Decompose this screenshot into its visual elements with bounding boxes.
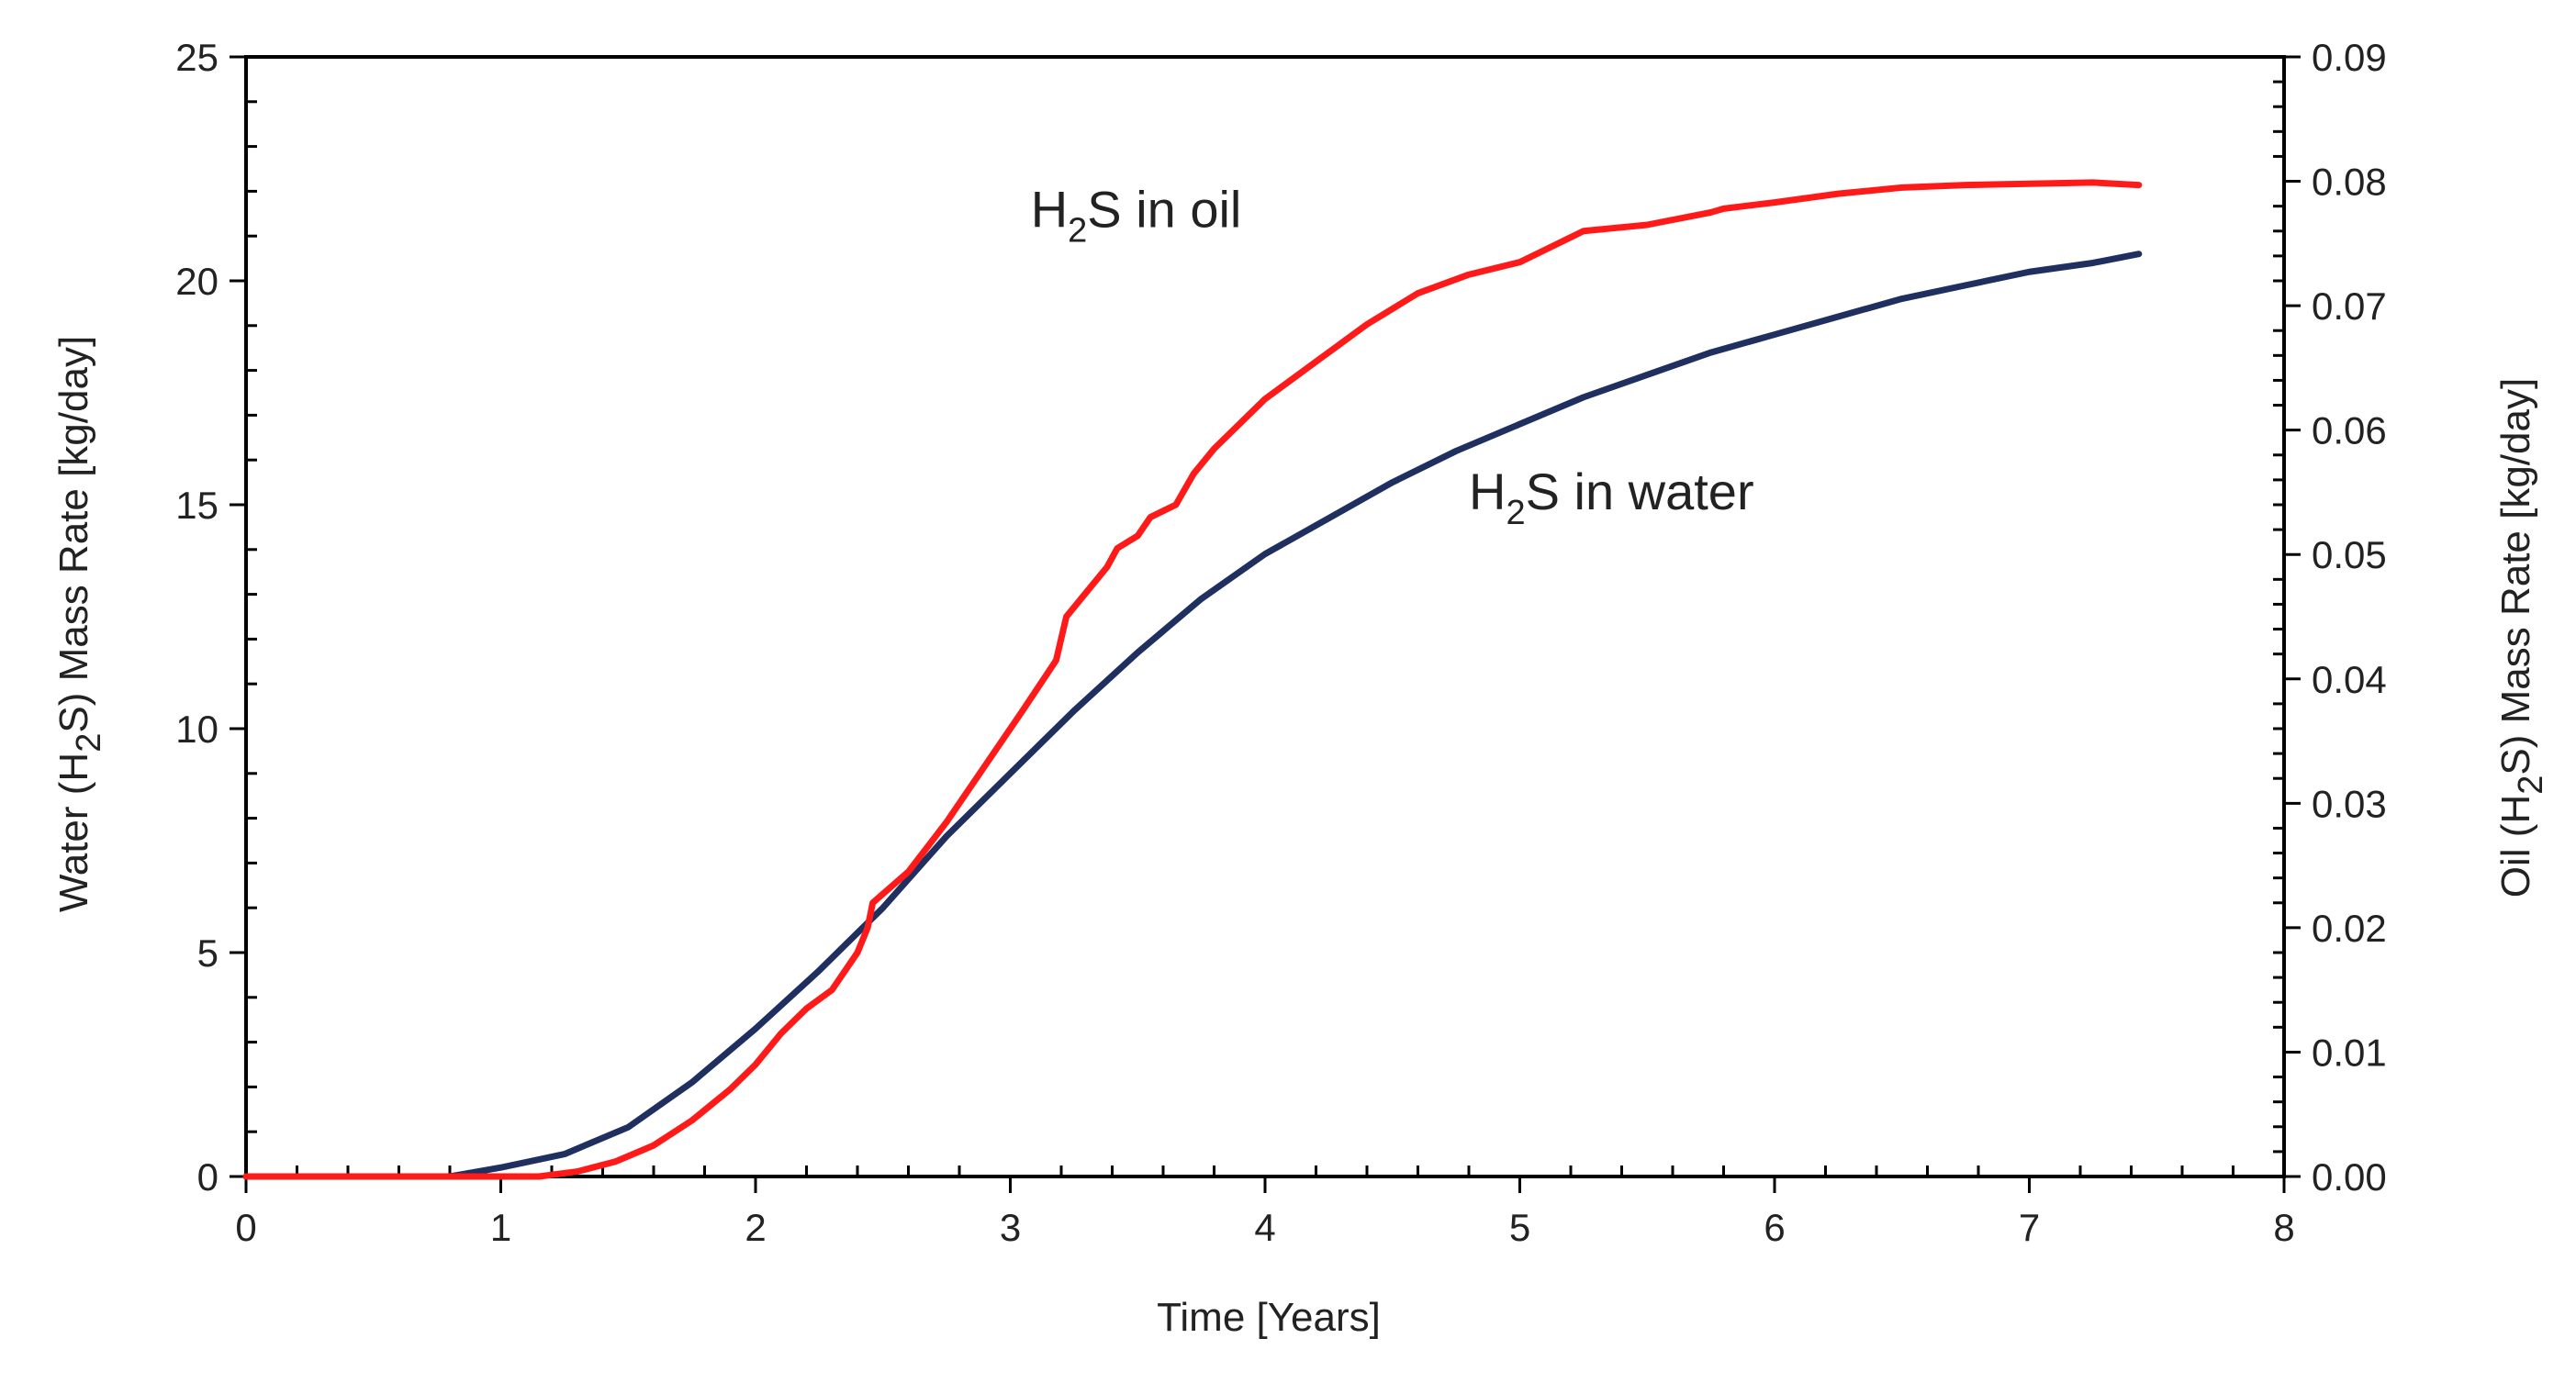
annotation-water-pre: H (1469, 463, 1506, 520)
x-tick-label: 5 (1509, 1206, 1530, 1249)
y-tick-label: 15 (175, 484, 218, 527)
x-tick-label: 4 (1254, 1206, 1275, 1249)
y2-tick-label: 0.01 (2312, 1031, 2387, 1074)
y-tick-label: 0 (197, 1155, 218, 1199)
annotation-h2s-in-water: H2S in water (1469, 463, 1754, 532)
y-axis-title-post: S) Mass Rate [kg/day] (51, 336, 96, 733)
y-axis-title-pre: Water (H (51, 753, 96, 912)
y2-axis-title-sub: 2 (2512, 775, 2550, 795)
y2-tick-label: 0.00 (2312, 1155, 2387, 1199)
annotation-oil-post: S in oil (1087, 180, 1241, 238)
y2-tick-label: 0.02 (2312, 907, 2387, 950)
axes-frame (244, 55, 2286, 1178)
y2-axis-ticks: 0.00 0.01 0.02 0.03 0.04 0.05 0.06 0.07 0.08 0.09 (2273, 36, 2387, 1199)
y-axis-ticks: 0 5 10 15 20 25 (175, 36, 257, 1199)
annotation-h2s-in-oil: H2S in oil (1031, 180, 1242, 250)
x-tick-label: 6 (1764, 1206, 1785, 1249)
y2-axis-title: Oil (H2S) Mass Rate [kg/day] (2493, 378, 2550, 898)
series-layer (242, 179, 2143, 1180)
y2-tick-label: 0.09 (2312, 36, 2387, 79)
y2-axis-title-post: S) Mass Rate [kg/day] (2493, 378, 2538, 775)
x-tick-label: 1 (490, 1206, 511, 1249)
y-tick-label: 5 (197, 931, 218, 975)
series-line-h2s-in-water (242, 251, 2143, 1180)
annotation-oil-sub: 2 (1068, 211, 1087, 250)
y2-axis-title-pre: Oil (H (2493, 795, 2538, 898)
y2-tick-label: 0.04 (2312, 658, 2387, 701)
labels-layer: Time [Years] Water (H2S) Mass Rate [kg/d… (51, 180, 2550, 1340)
y-axis-title-sub: 2 (70, 733, 108, 753)
y2-tick-label: 0.07 (2312, 284, 2387, 328)
y2-tick-label: 0.08 (2312, 161, 2387, 204)
annotation-water-sub: 2 (1506, 494, 1525, 532)
x-tick-label: 0 (235, 1206, 256, 1249)
x-tick-label: 2 (745, 1206, 766, 1249)
x-tick-label: 3 (1000, 1206, 1021, 1249)
x-tick-label: 8 (2273, 1206, 2294, 1249)
y2-tick-label: 0.03 (2312, 782, 2387, 825)
y2-tick-label: 0.06 (2312, 409, 2387, 452)
y-tick-label: 20 (175, 260, 218, 303)
y2-tick-label: 0.05 (2312, 533, 2387, 576)
annotation-water-post: S in water (1526, 463, 1754, 520)
x-tick-label: 7 (2019, 1206, 2040, 1249)
y-axis-title: Water (H2S) Mass Rate [kg/day] (51, 336, 108, 912)
annotation-oil-pre: H (1031, 180, 1068, 238)
x-axis-title: Time [Years] (1157, 1295, 1381, 1340)
y-tick-label: 10 (175, 708, 218, 751)
series-line-h2s-in-oil (242, 179, 2143, 1180)
y-tick-label: 25 (175, 36, 218, 79)
